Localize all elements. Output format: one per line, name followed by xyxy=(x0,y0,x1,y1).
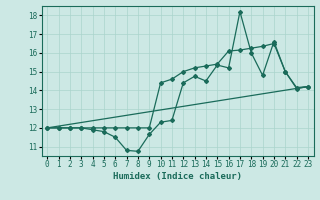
X-axis label: Humidex (Indice chaleur): Humidex (Indice chaleur) xyxy=(113,172,242,181)
